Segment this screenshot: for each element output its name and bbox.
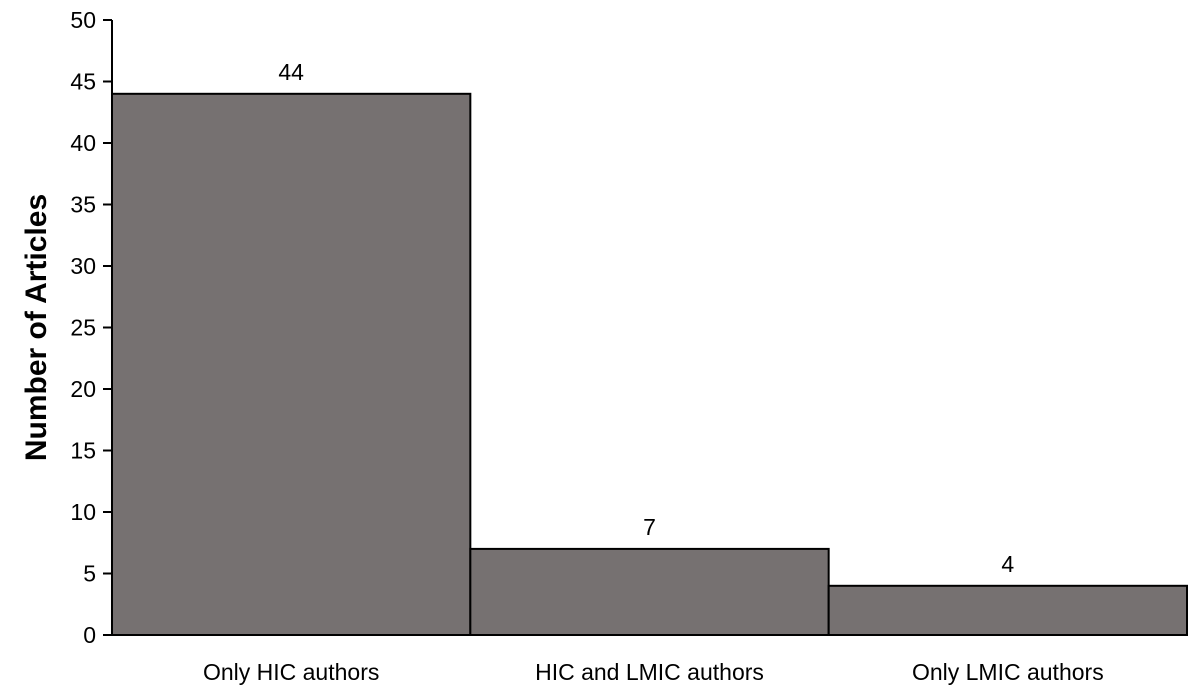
y-tick-label-7: 35 — [70, 192, 96, 218]
y-tick-label-4: 20 — [70, 376, 96, 402]
bars-group — [111, 92, 1189, 637]
labels-group: 44 Only HIC authors 7 HIC and LMIC authors 4… — [203, 59, 1104, 685]
category-label-1: HIC and LMIC authors — [535, 659, 764, 685]
y-tick-label-2: 10 — [70, 499, 96, 525]
data-label-0: 44 — [278, 59, 304, 85]
y-tick-label-6: 30 — [70, 253, 96, 279]
data-label-2: 4 — [1001, 551, 1014, 577]
bar-2 — [827, 584, 1189, 636]
bar-1 — [469, 547, 830, 637]
category-label-2: Only LMIC authors — [912, 659, 1104, 685]
category-label-0: Only HIC authors — [203, 659, 379, 685]
bar-0 — [111, 92, 472, 637]
y-axis-title: Number of Articles — [20, 194, 53, 461]
y-tick-label-5: 25 — [70, 315, 96, 341]
y-tick-label-8: 40 — [70, 130, 96, 156]
y-tick-label-10: 50 — [70, 7, 96, 33]
y-tick-label-3: 15 — [70, 438, 96, 464]
y-tick-label-0: 0 — [83, 622, 96, 648]
y-tick-label-9: 45 — [70, 69, 96, 95]
y-tick-label-1: 5 — [83, 561, 96, 587]
axes-group: 0 5 10 15 20 25 30 35 40 45 50 — [70, 7, 1187, 648]
data-label-1: 7 — [643, 514, 656, 540]
